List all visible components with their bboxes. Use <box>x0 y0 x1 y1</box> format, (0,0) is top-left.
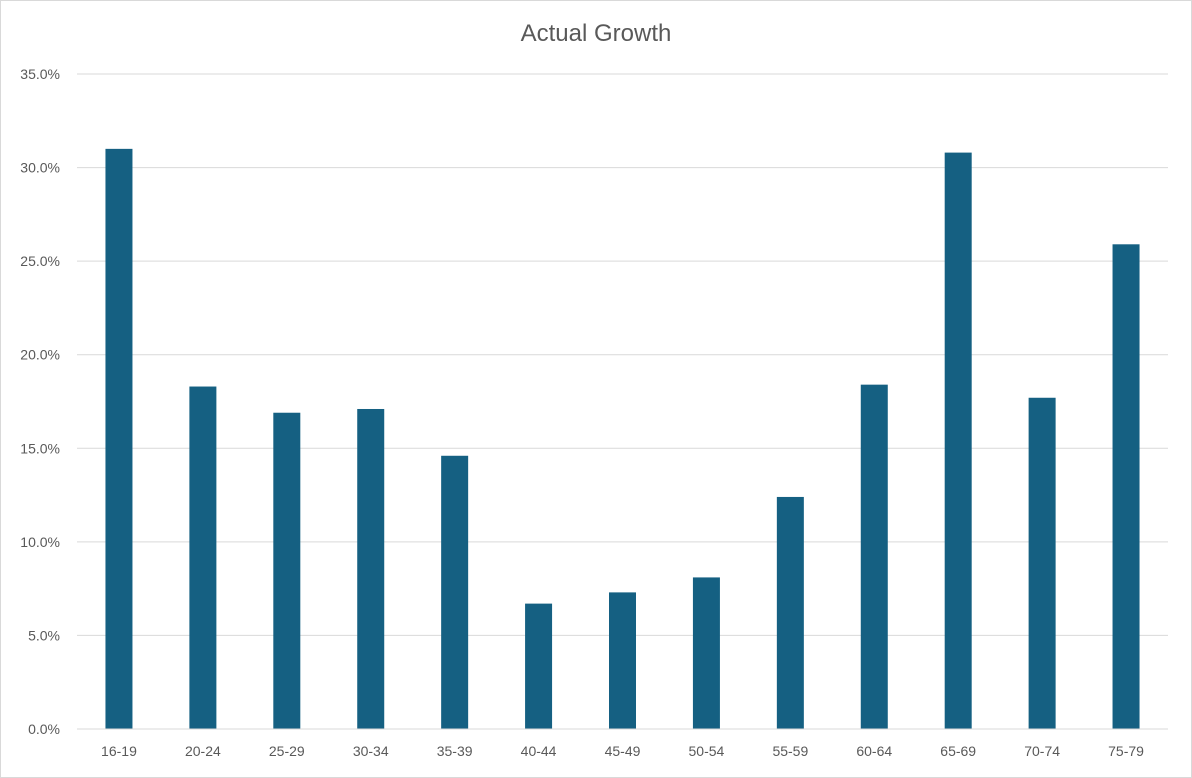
x-tick-label: 16-19 <box>101 743 137 759</box>
chart-title: Actual Growth <box>521 20 672 47</box>
bar-60-64 <box>860 384 888 729</box>
x-tick-label: 35-39 <box>437 743 473 759</box>
x-tick-label: 20-24 <box>185 743 221 759</box>
x-tick-label: 55-59 <box>772 743 808 759</box>
bar-45-49 <box>609 592 636 729</box>
y-tick-label: 35.0% <box>20 66 60 82</box>
y-tick-label: 0.0% <box>28 721 60 737</box>
bar-35-39 <box>441 455 469 729</box>
bar-70-74 <box>1028 397 1056 729</box>
bar-50-54 <box>692 577 720 729</box>
y-tick-label: 30.0% <box>20 160 60 176</box>
bar-30-34 <box>357 408 385 729</box>
x-tick-label: 45-49 <box>605 743 641 759</box>
bars <box>105 148 1140 730</box>
bar-55-59 <box>776 496 804 729</box>
x-axis-tick-labels: 16-19 20-24 25-29 30-34 35-39 40-44 45-49 50-54… <box>101 743 1144 759</box>
bar-40-44 <box>525 603 553 729</box>
y-tick-label: 25.0% <box>20 253 60 269</box>
y-tick-label: 20.0% <box>20 347 60 363</box>
x-tick-label: 75-79 <box>1108 743 1144 759</box>
x-tick-label: 70-74 <box>1024 743 1060 759</box>
y-axis-tick-labels: 0.0% 5.0% 10.0% 15.0% 20.0% 25.0% 30.0% 35.0% <box>20 66 60 737</box>
y-tick-label: 10.0% <box>20 534 60 550</box>
bar-75-79 <box>1112 244 1140 730</box>
bar-25-29 <box>273 412 301 729</box>
x-tick-label: 40-44 <box>521 743 557 759</box>
x-tick-label: 50-54 <box>689 743 725 759</box>
y-tick-label: 5.0% <box>28 627 60 643</box>
bar-16-19 <box>105 148 133 729</box>
x-tick-label: 30-34 <box>353 743 389 759</box>
x-tick-label: 65-69 <box>940 743 976 759</box>
y-tick-label: 15.0% <box>20 440 60 456</box>
x-tick-label: 60-64 <box>856 743 892 759</box>
bar-65-69 <box>944 152 972 730</box>
x-tick-label: 25-29 <box>269 743 305 759</box>
gridlines <box>77 73 1168 636</box>
bar-20-24 <box>189 386 217 729</box>
